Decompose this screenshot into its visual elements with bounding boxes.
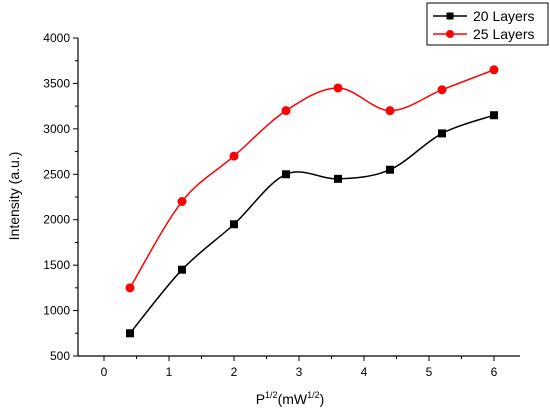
y-tick-label: 2500 (43, 167, 70, 181)
series-line-25-layers (129, 69, 495, 289)
y-tick-label: 1000 (43, 304, 70, 318)
data-point (281, 106, 291, 116)
y-axis-title: Intensity (a.u.) (6, 152, 22, 241)
data-point (490, 111, 498, 120)
y-axis-ticks: 500 1000 1500 2000 2500 3000 3500 4000 (43, 31, 78, 363)
legend-marker-20-layers (446, 12, 454, 20)
data-point (282, 170, 290, 179)
data-point (437, 85, 447, 95)
y-tick-label: 3500 (43, 76, 70, 90)
x-tick-label: 5 (426, 365, 433, 379)
data-point (333, 83, 343, 93)
x-tick-label: 4 (361, 365, 368, 379)
x-axis-title-main: P (256, 391, 265, 407)
data-point (125, 283, 135, 293)
data-point (178, 265, 186, 274)
y-tick-label: 3000 (43, 122, 70, 136)
x-axis-title-unit-open: (mW (278, 391, 308, 407)
data-point (126, 329, 134, 338)
data-point (177, 197, 187, 207)
series-line-20-layers (129, 114, 495, 334)
data-point (438, 129, 446, 138)
data-point (489, 65, 499, 75)
x-axis-title-sup: 1/2 (265, 390, 278, 400)
y-tick-label: 2000 (43, 213, 70, 227)
data-point (385, 106, 395, 116)
y-tick-label: 500 (50, 349, 70, 363)
x-axis-title: P1/2(mW1/2) (256, 390, 325, 407)
series-20-layers (126, 111, 498, 338)
x-tick-label: 0 (101, 365, 108, 379)
data-point (334, 174, 342, 183)
data-point (229, 151, 239, 161)
x-axis-ticks: 0 1 2 3 4 5 6 (101, 356, 498, 379)
series-layer (125, 65, 499, 338)
series-25-layers (125, 65, 499, 293)
x-tick-label: 3 (296, 365, 303, 379)
x-tick-label: 6 (491, 365, 498, 379)
x-tick-label: 1 (166, 365, 173, 379)
y-tick-label: 1500 (43, 258, 70, 272)
data-point (386, 165, 394, 174)
legend-box (426, 2, 549, 46)
x-axis-title-unit-sup: 1/2 (307, 390, 320, 400)
legend-label-25-layers: 25 Layers (473, 26, 534, 42)
x-axis-title-unit-close: ) (320, 391, 325, 407)
legend-label-20-layers: 20 Layers (473, 8, 534, 24)
x-tick-label: 2 (231, 365, 238, 379)
legend: 20 Layers 25 Layers (426, 2, 549, 46)
data-point (230, 220, 238, 229)
legend-marker-25-layers (446, 30, 454, 38)
y-tick-label: 4000 (43, 31, 70, 45)
